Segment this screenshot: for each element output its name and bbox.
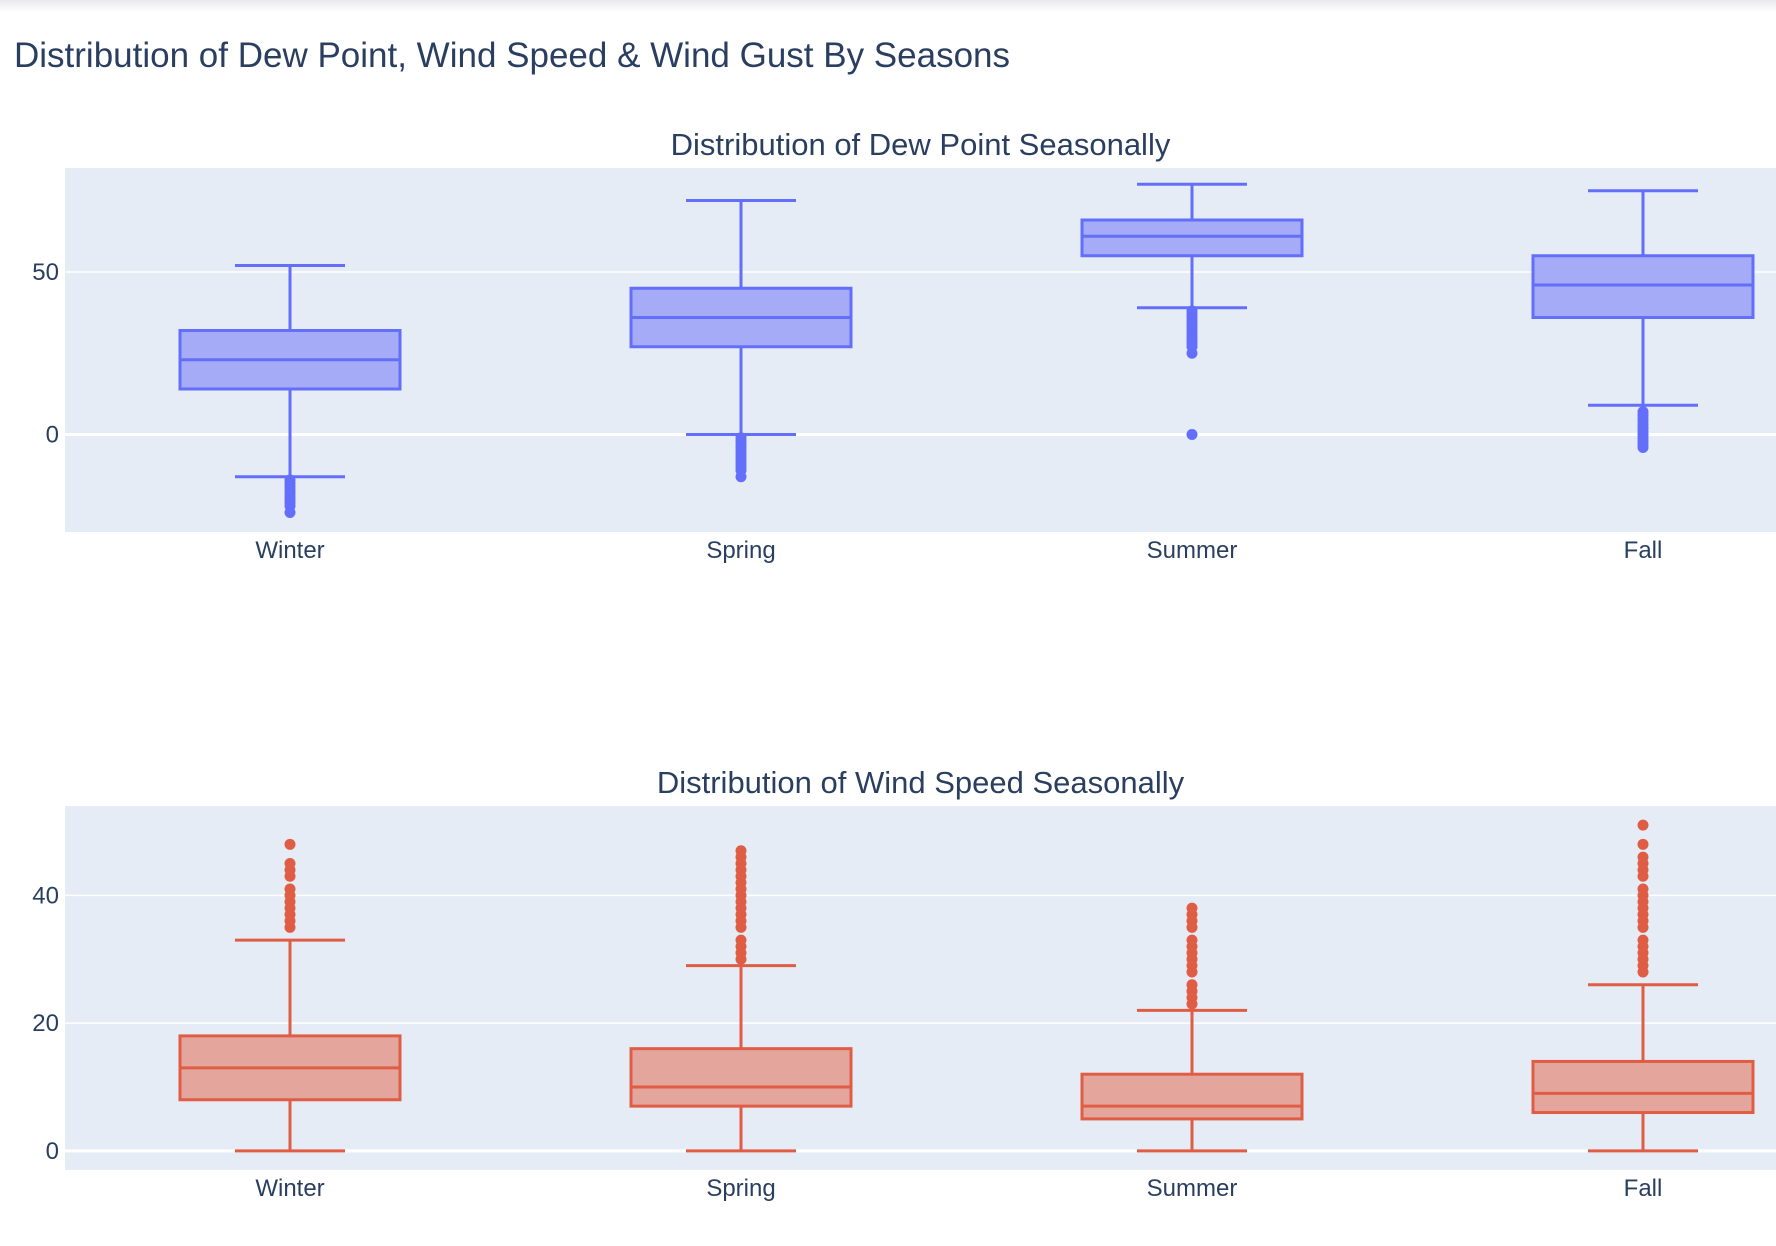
wind-speed-subplot-title: Distribution of Wind Speed Seasonally xyxy=(657,765,1185,800)
iqr-box xyxy=(1531,254,1755,319)
dew-point-x-tick-label-spring: Spring xyxy=(706,537,775,564)
iqr-box xyxy=(1531,1059,1755,1115)
wind-speed-box-winter xyxy=(178,838,402,1153)
dew-point-box-spring xyxy=(629,199,853,483)
wind-speed-y-tick-label: 0 xyxy=(46,1138,59,1165)
wind-speed-box-spring xyxy=(629,845,853,1153)
dew-point-subplot-title: Distribution of Dew Point Seasonally xyxy=(671,127,1171,162)
wind-speed-y-tick-label: 40 xyxy=(32,882,59,909)
figure-title: Distribution of Dew Point, Wind Speed & … xyxy=(14,36,1010,75)
outlier-point xyxy=(735,845,747,857)
wind-speed-box-summer xyxy=(1080,902,1304,1153)
outlier-point xyxy=(284,883,296,895)
iqr-box xyxy=(1080,1072,1304,1121)
outlier-point xyxy=(1637,442,1649,453)
dew-point-x-tick-label-fall: Fall xyxy=(1624,537,1663,564)
outlier-point xyxy=(1637,883,1649,895)
dew-point-box-summer xyxy=(1080,182,1304,440)
dew-point-x-tick-label-winter: Winter xyxy=(255,537,324,564)
wind-speed-panel: 0 20 40 Distribution of Wind Speed Seasonal… xyxy=(32,765,1776,1202)
wind-speed-x-tick-label-spring: Spring xyxy=(706,1175,775,1202)
iqr-box xyxy=(1080,218,1304,258)
outlier-point xyxy=(1186,979,1198,991)
outlier-point xyxy=(1186,902,1198,914)
wind-speed-x-tick-label-summer: Summer xyxy=(1147,1175,1238,1202)
window-top-shadow xyxy=(0,0,1776,12)
wind-speed-x-tick-label-fall: Fall xyxy=(1624,1175,1663,1202)
outlier-point xyxy=(735,471,747,483)
dew-point-panel: 0 50 Distribution of Dew Point Seasonally W… xyxy=(32,127,1776,564)
dew-point-box-winter xyxy=(178,264,402,518)
outlier-point xyxy=(284,838,296,850)
wind-speed-plot-area xyxy=(65,806,1776,1170)
outlier-point xyxy=(735,934,747,946)
outlier-point xyxy=(1637,934,1649,946)
outlier-point xyxy=(284,507,296,518)
outlier-point xyxy=(1637,819,1649,831)
outlier-point xyxy=(1186,934,1198,946)
outlier-point xyxy=(1637,838,1649,850)
wind-speed-box-fall xyxy=(1531,819,1755,1153)
wind-speed-y-tick-label: 20 xyxy=(32,1010,59,1037)
dew-point-y-tick-label: 50 xyxy=(32,259,59,286)
outlier-point xyxy=(1186,429,1198,440)
outlier-point xyxy=(284,857,296,869)
iqr-box xyxy=(629,1047,853,1108)
dew-point-x-tick-label-summer: Summer xyxy=(1147,537,1238,564)
dew-point-y-tick-label: 0 xyxy=(46,422,59,449)
wind-speed-x-tick-label-winter: Winter xyxy=(255,1175,324,1202)
dew-point-box-fall xyxy=(1531,189,1755,453)
outlier-point xyxy=(1637,851,1649,863)
outlier-point xyxy=(1186,347,1198,359)
